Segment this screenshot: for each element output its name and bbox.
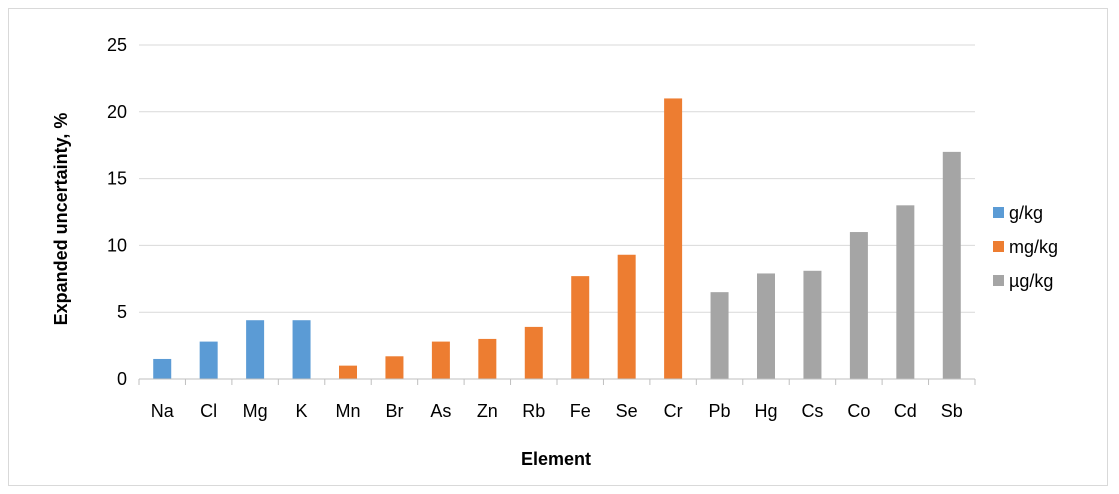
y-tick-labels: 0 5 10 15 20 25 (107, 35, 127, 389)
bar-Sb (942, 151, 961, 379)
legend-label-0: g/kg (1009, 203, 1043, 223)
bar-Cs (803, 270, 822, 379)
legend-label-2: µg/kg (1009, 271, 1053, 291)
x-tick-label-Zn: Zn (477, 401, 498, 421)
y-tick-label: 0 (117, 369, 127, 389)
bar-chart: 0 5 10 15 20 25 Na Cl Mg K Mn Br As Zn Rb Fe Se Cr Pb Hg Cs… (51, 35, 1058, 469)
bar-Na (153, 358, 172, 379)
bar-As (431, 341, 450, 379)
bars (153, 98, 961, 379)
x-tick-label-Mn: Mn (335, 401, 360, 421)
y-tick-label: 5 (117, 302, 127, 322)
gridlines (139, 44, 975, 313)
axes (138, 378, 976, 385)
bar-Co (849, 232, 868, 379)
x-tick-label-K: K (296, 401, 308, 421)
bar-Mn (339, 365, 357, 379)
x-tick-label-Na: Na (151, 401, 175, 421)
bar-Zn (478, 338, 497, 379)
x-tick-label-Pb: Pb (709, 401, 731, 421)
x-tick-label-Cl: Cl (200, 401, 217, 421)
chart-frame: 0 5 10 15 20 25 Na Cl Mg K Mn Br As Zn Rb Fe Se Cr Pb Hg Cs… (8, 8, 1108, 486)
bar-Mg (246, 320, 265, 379)
x-tick-label-As: As (430, 401, 451, 421)
x-tick-label-Mg: Mg (243, 401, 268, 421)
x-tick-label-Br: Br (385, 401, 403, 421)
x-tick-label-Rb: Rb (522, 401, 545, 421)
x-tick-labels: Na Cl Mg K Mn Br As Zn Rb Fe Se Cr Pb Hg Cs Co Cd Sb (151, 401, 963, 421)
bar-Se (617, 254, 636, 379)
x-tick-label-Fe: Fe (570, 401, 591, 421)
x-tick-label-Co: Co (847, 401, 870, 421)
x-axis-title: Element (521, 449, 591, 469)
bar-Hg (757, 273, 775, 379)
x-tick-label-Cd: Cd (894, 401, 917, 421)
legend-label-1: mg/kg (1009, 237, 1058, 257)
y-tick-label: 25 (107, 35, 127, 55)
y-tick-label: 15 (107, 169, 127, 189)
bar-Rb (524, 326, 543, 379)
bar-Cl (199, 341, 218, 379)
legend: g/kg mg/kg µg/kg (993, 203, 1058, 291)
y-tick-label: 20 (107, 102, 127, 122)
x-tick-label-Cs: Cs (801, 401, 823, 421)
bar-Br (385, 356, 404, 379)
x-tick-label-Hg: Hg (754, 401, 777, 421)
bar-Cd (896, 205, 915, 379)
legend-swatch-0 (993, 207, 1004, 218)
y-tick-label: 10 (107, 235, 127, 255)
x-tick-label-Sb: Sb (941, 401, 963, 421)
bar-Pb (710, 292, 729, 379)
legend-swatch-2 (993, 275, 1004, 286)
x-tick-label-Cr: Cr (664, 401, 683, 421)
bar-K (292, 320, 311, 379)
y-axis-title: Expanded uncertainty, % (51, 113, 71, 326)
x-tick-label-Se: Se (616, 401, 638, 421)
bar-Cr (664, 98, 683, 379)
bar-Fe (571, 276, 590, 379)
legend-swatch-1 (993, 241, 1004, 252)
